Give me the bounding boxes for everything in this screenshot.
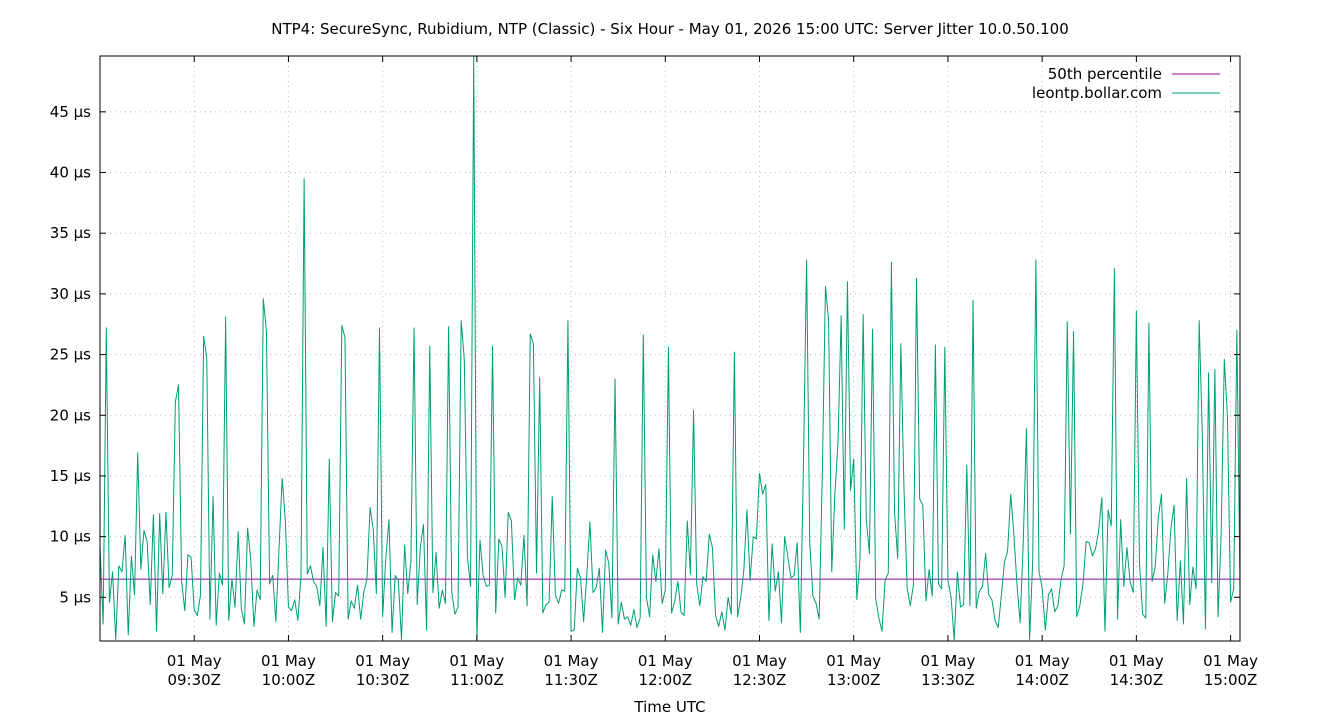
x-tick-label-date: 01 May [826, 652, 881, 670]
x-tick-label-date: 01 May [1109, 652, 1164, 670]
y-tick-label: 30 µs [50, 285, 91, 303]
x-tick-label-date: 01 May [1015, 652, 1070, 670]
x-tick-label-time: 13:00Z [827, 671, 881, 689]
x-tick-label-time: 10:00Z [262, 671, 316, 689]
x-axis-label: Time UTC [633, 698, 705, 716]
x-tick-label-time: 11:00Z [450, 671, 504, 689]
series-line-2 [99, 55, 1241, 641]
x-tick-label-date: 01 May [449, 652, 504, 670]
y-tick-label: 15 µs [50, 467, 91, 485]
series-layer [99, 55, 1241, 641]
axis-ticks [100, 56, 1240, 641]
y-tick-label: 10 µs [50, 528, 91, 546]
x-tick-label-date: 01 May [732, 652, 787, 670]
chart-title: NTP4: SecureSync, Rubidium, NTP (Classic… [271, 20, 1069, 38]
x-tick-label-date: 01 May [1203, 652, 1258, 670]
x-tick-label-time: 13:30Z [921, 671, 975, 689]
y-tick-label: 20 µs [50, 406, 91, 424]
x-tick-label-date: 01 May [261, 652, 316, 670]
x-tick-label-time: 12:00Z [639, 671, 693, 689]
x-tick-label-time: 14:30Z [1110, 671, 1164, 689]
y-tick-label: 25 µs [50, 346, 91, 364]
x-tick-label-date: 01 May [167, 652, 222, 670]
x-tick-label-time: 10:30Z [356, 671, 410, 689]
x-tick-label-date: 01 May [544, 652, 599, 670]
x-tick-label-time: 15:00Z [1204, 671, 1258, 689]
grid-lines [100, 56, 1240, 641]
x-tick-label-time: 11:30Z [544, 671, 598, 689]
x-tick-label-time: 14:00Z [1015, 671, 1069, 689]
x-tick-label-date: 01 May [920, 652, 975, 670]
x-tick-label-date: 01 May [638, 652, 693, 670]
x-tick-label-time: 12:30Z [733, 671, 787, 689]
y-axis-tick-labels: 5 µs 10 µs 15 µs 20 µs 25 µs 30 µs 35 µs 40 µs 4… [50, 103, 91, 606]
plot-area-border [99, 55, 1241, 642]
y-tick-label: 45 µs [50, 103, 91, 121]
y-tick-label: 35 µs [50, 224, 91, 242]
legend-label: 50th percentile [1048, 65, 1162, 83]
x-tick-label-date: 01 May [355, 652, 410, 670]
legend-label: leontp.bollar.com [1032, 84, 1162, 102]
y-tick-label: 5 µs [59, 588, 91, 606]
x-tick-label-time: 09:30Z [167, 671, 221, 689]
y-tick-label: 40 µs [50, 164, 91, 182]
